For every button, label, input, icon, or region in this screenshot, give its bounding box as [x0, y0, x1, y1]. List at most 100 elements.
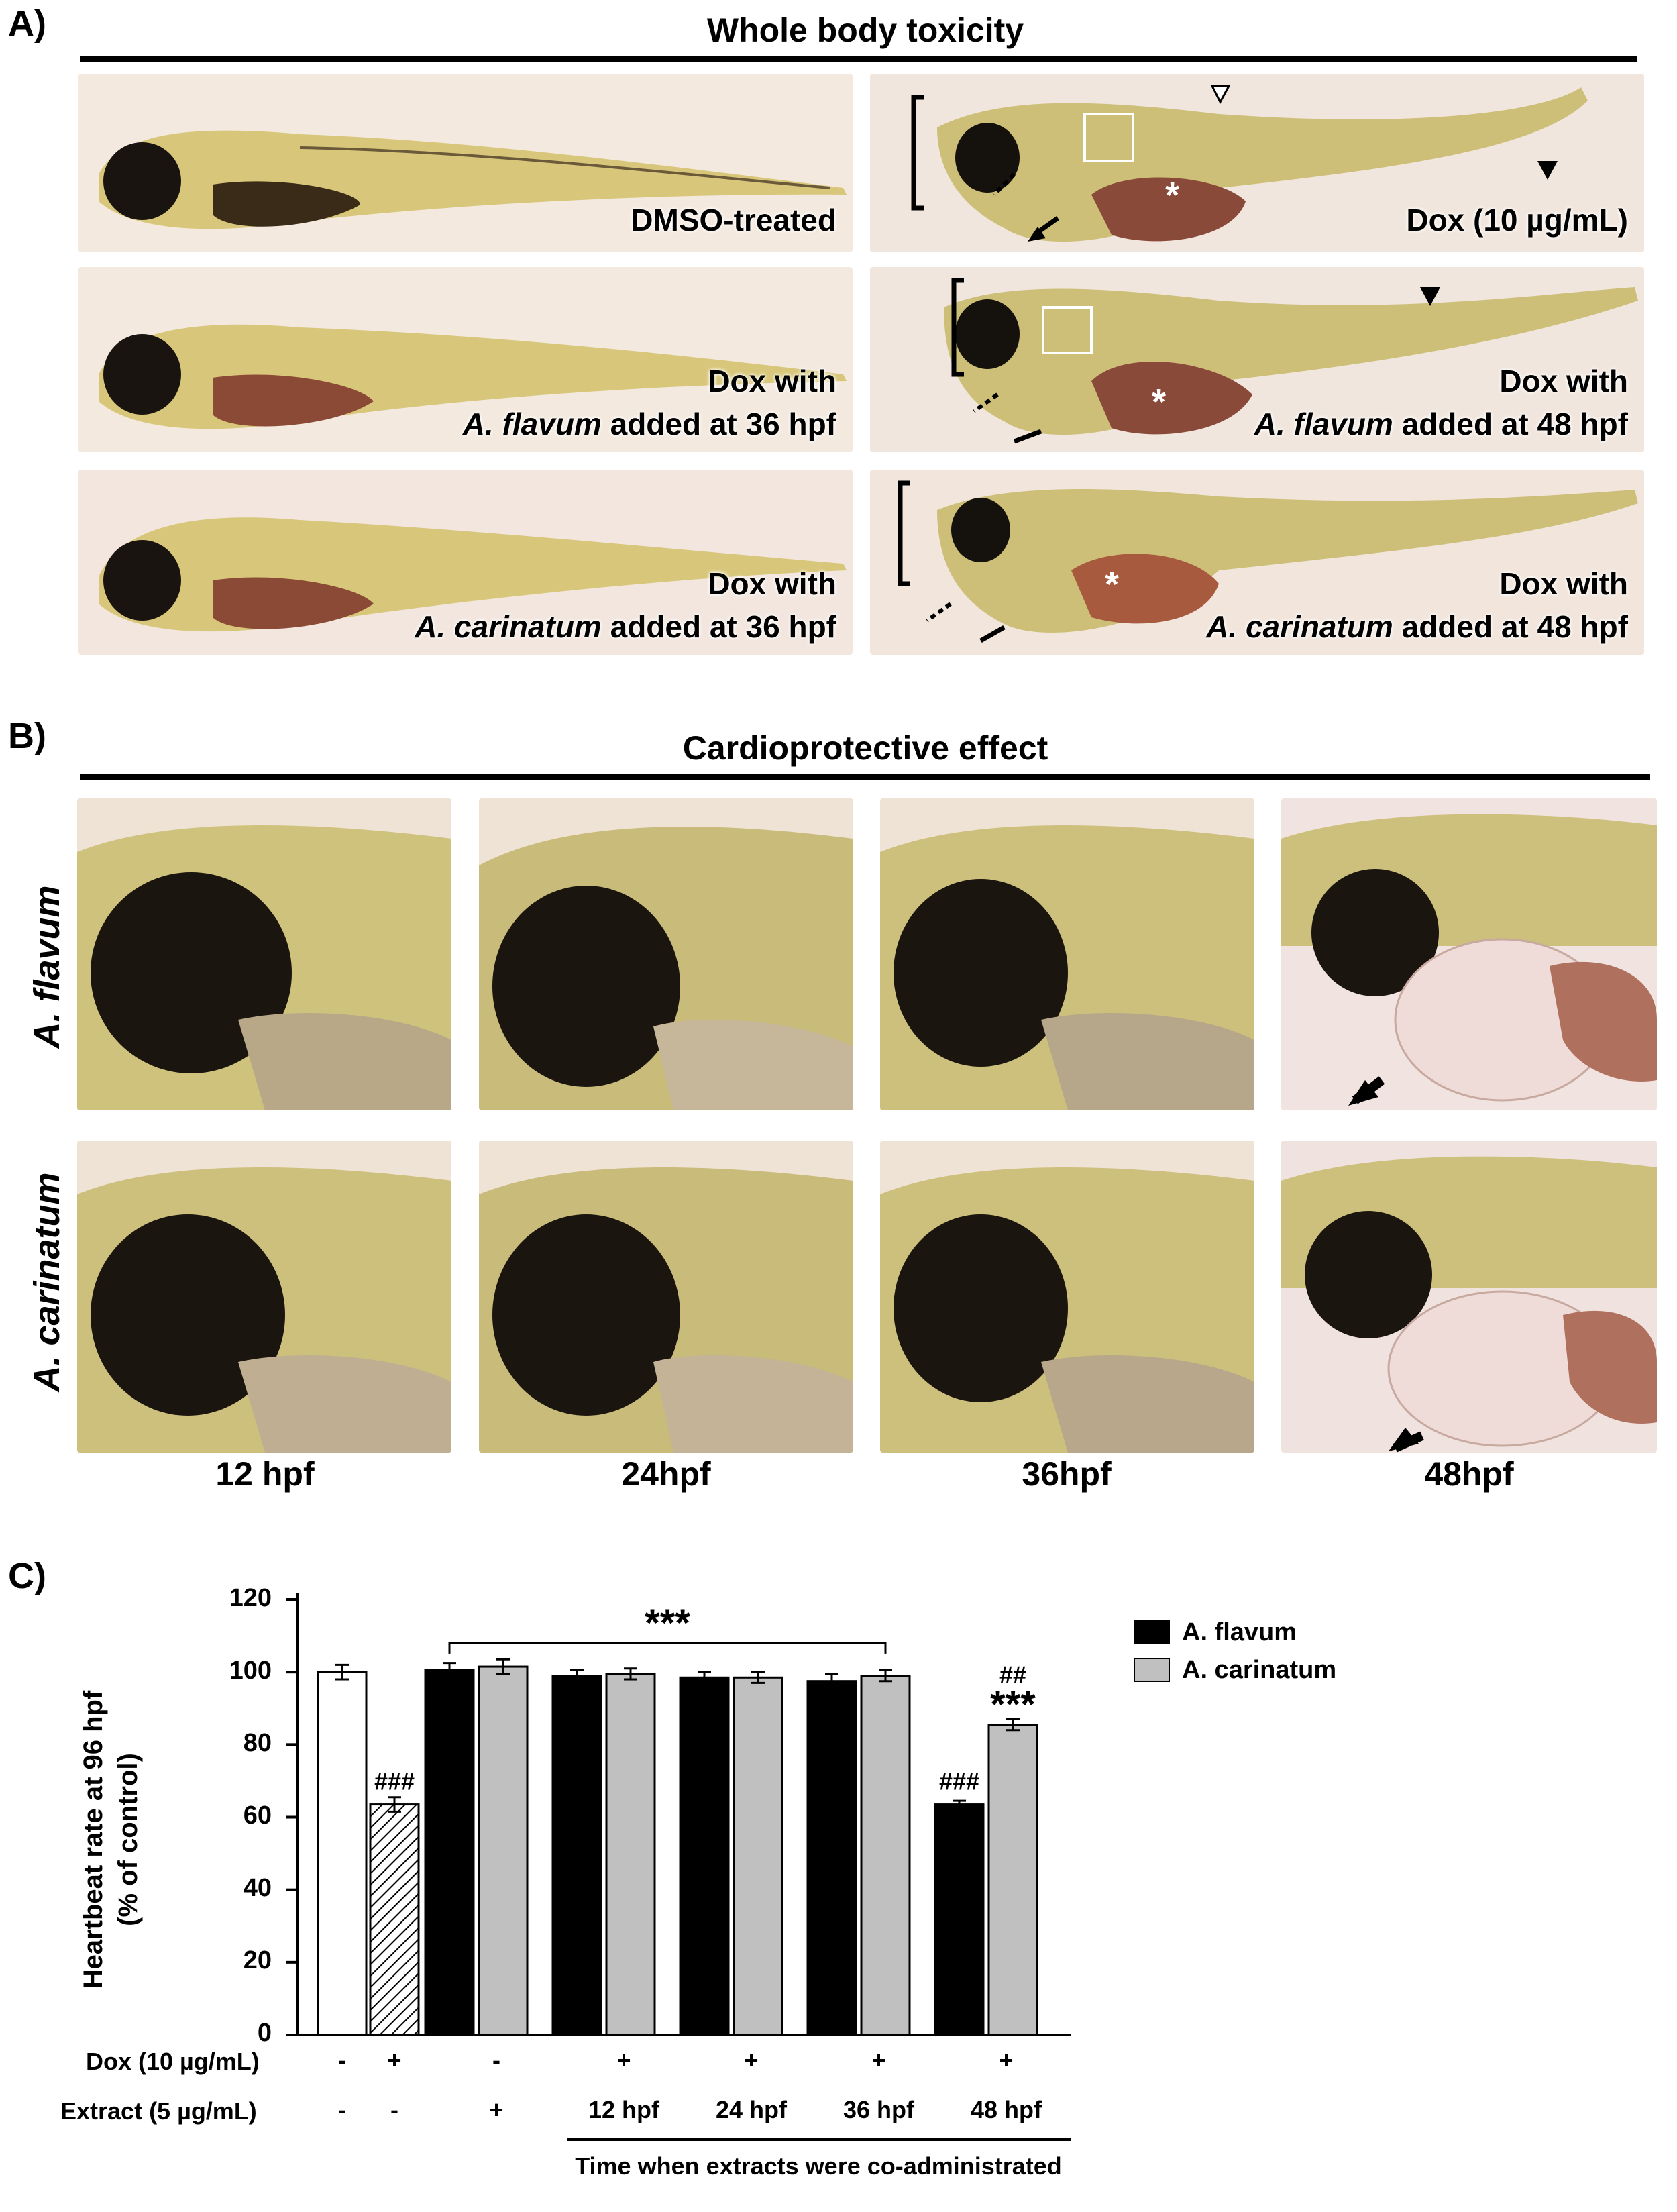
panel-a-letter: A) — [8, 3, 46, 44]
extract-row-cell: 24 hpf — [715, 2096, 787, 2123]
y-tick-label: 80 — [243, 1729, 272, 1757]
caption-carinatum-36-line2: A. carinatum added at 36 hpf — [415, 606, 836, 648]
caption-dox: Dox (10 µg/mL) — [1406, 202, 1628, 238]
panel-a-rule — [80, 56, 1637, 62]
caption-carinatum-48-line2: A. carinatum added at 48 hpf — [1206, 606, 1628, 648]
caption-carinatum-36-line1: Dox with — [708, 566, 836, 602]
caption-flavum-36-line1: Dox with — [708, 364, 836, 399]
panel-c-letter: C) — [8, 1556, 46, 1596]
y-tick-label: 0 — [257, 2019, 272, 2047]
timepoint-label-24: 24hpf — [621, 1455, 711, 1493]
legend: A. flavum A. carinatum — [1134, 1614, 1336, 1689]
fish-image-flavum-48: * Dox with A. flavum added at 48 hpf — [870, 267, 1644, 452]
dox-row-cell: + — [616, 2046, 631, 2074]
caption-carinatum-48-line1: Dox with — [1499, 566, 1628, 602]
fish-image-carinatum-36: Dox with A. carinatum added at 36 hpf — [78, 470, 853, 655]
fish-image-dox: * Dox (10 µg/mL) — [870, 74, 1644, 252]
bar-flavum — [806, 1680, 857, 2036]
asterisk-carinatum-48: * — [1105, 564, 1120, 604]
caption-carinatum-48: Dox with A. carinatum added at 48 hpf — [1206, 563, 1628, 648]
asterisk-dox: * — [1165, 175, 1180, 215]
y-tick-label: 60 — [243, 1801, 272, 1830]
x-axis-group-line — [567, 2138, 1071, 2141]
species-carinatum: A. carinatum — [1206, 609, 1393, 644]
panel-b-rule — [80, 774, 1650, 780]
panel-b-letter: B) — [8, 716, 46, 756]
legend-swatch-carinatum — [1134, 1658, 1170, 1682]
closeup-flavum-24 — [479, 798, 853, 1110]
closeup-carinatum-12 — [77, 1141, 451, 1453]
bar-flavum — [424, 1669, 475, 2036]
caption-flavum-48-line1: Dox with — [1499, 364, 1628, 399]
caption-flavum-48-line2: A. flavum added at 48 hpf — [1254, 403, 1628, 445]
fish-image-dmso: DMSO-treated — [78, 74, 853, 252]
closeup-flavum-48 — [1281, 798, 1657, 1110]
extract-row-cell: - — [390, 2096, 398, 2123]
bar-flavum — [934, 1803, 985, 2036]
extract-row-cell: 12 hpf — [588, 2096, 659, 2123]
dox-row-cell: + — [871, 2046, 886, 2074]
closeup-flavum-12 — [77, 798, 451, 1110]
closeup-carinatum-36 — [880, 1141, 1254, 1453]
dox-row-cell: + — [387, 2046, 402, 2074]
significance-bracket — [448, 1642, 887, 1654]
extract-row-cell: - — [338, 2096, 346, 2123]
caption-rest: added at 48 hpf — [1393, 406, 1628, 441]
caption-rest: added at 36 hpf — [601, 406, 836, 441]
caption-flavum-36-line2: A. flavum added at 36 hpf — [463, 403, 836, 445]
bar-carinatum — [733, 1676, 783, 2036]
bar-flavum — [679, 1676, 730, 2036]
extract-row-cell: + — [489, 2096, 504, 2123]
caption-rest: added at 48 hpf — [1393, 609, 1628, 644]
species-flavum: A. flavum — [462, 406, 602, 441]
annotation-48-carinatum-hash: ## — [999, 1661, 1026, 1689]
closeup-flavum-36 — [880, 798, 1254, 1110]
panel-a-title: Whole body toxicity — [706, 11, 1024, 49]
dox-row-cell: + — [744, 2046, 759, 2074]
timepoint-label-48: 48hpf — [1424, 1455, 1514, 1493]
dox-row-cell: - — [492, 2046, 500, 2074]
bar-carinatum — [987, 1724, 1038, 2036]
extract-row-cell: 36 hpf — [843, 2096, 914, 2123]
legend-label-flavum: A. flavum — [1182, 1618, 1297, 1646]
bar-carinatum — [605, 1673, 656, 2036]
annotation-dox: ### — [374, 1768, 415, 1795]
timepoint-label-36: 36hpf — [1022, 1455, 1112, 1493]
bar-carinatum — [478, 1665, 529, 2036]
dox-row-label: Dox (10 µg/mL) — [86, 2048, 260, 2075]
closeup-carinatum-48 — [1281, 1141, 1657, 1453]
fish-image-carinatum-48: * Dox with A. carinatum added at 48 hpf — [870, 470, 1644, 655]
caption-flavum-48: Dox with A. flavum added at 48 hpf — [1254, 360, 1628, 445]
bar-control — [317, 1671, 368, 2036]
y-tick-label: 40 — [243, 1874, 272, 1902]
legend-item-carinatum: A. carinatum — [1134, 1651, 1336, 1689]
closeup-carinatum-24 — [479, 1141, 853, 1453]
y-tick-label: 20 — [243, 1946, 272, 1974]
y-tick-label: 120 — [229, 1584, 272, 1612]
chart-layer: ###***#####*** — [286, 1593, 1071, 2036]
species-flavum: A. flavum — [1254, 406, 1393, 441]
legend-swatch-flavum — [1134, 1620, 1170, 1644]
timepoint-label-12: 12 hpf — [215, 1455, 315, 1493]
species-carinatum: A. carinatum — [415, 609, 602, 644]
asterisk-flavum-48: * — [1152, 382, 1167, 422]
annotation-48-carinatum-stars: *** — [990, 1683, 1036, 1727]
annotation-48-flavum: ### — [939, 1768, 979, 1795]
bar-carinatum — [860, 1675, 911, 2036]
caption-dmso: DMSO-treated — [631, 202, 836, 238]
fish-image-flavum-36: Dox with A. flavum added at 36 hpf — [78, 267, 853, 452]
dox-row-cell: - — [338, 2046, 346, 2074]
caption-carinatum-36: Dox with A. carinatum added at 36 hpf — [415, 563, 836, 648]
extract-row-cell: 48 hpf — [970, 2096, 1042, 2123]
bar-dox — [369, 1803, 420, 2036]
dox-row-cell: + — [999, 2046, 1014, 2074]
bar-flavum — [551, 1675, 602, 2036]
panel-b-title: Cardioprotective effect — [682, 729, 1048, 767]
caption-flavum-36: Dox with A. flavum added at 36 hpf — [463, 360, 836, 445]
caption-rest: added at 36 hpf — [601, 609, 836, 644]
bracket-label: *** — [645, 1601, 690, 1645]
legend-item-flavum: A. flavum — [1134, 1614, 1336, 1651]
extract-row-label: Extract (5 µg/mL) — [60, 2097, 257, 2125]
y-tick-label: 100 — [229, 1656, 272, 1685]
